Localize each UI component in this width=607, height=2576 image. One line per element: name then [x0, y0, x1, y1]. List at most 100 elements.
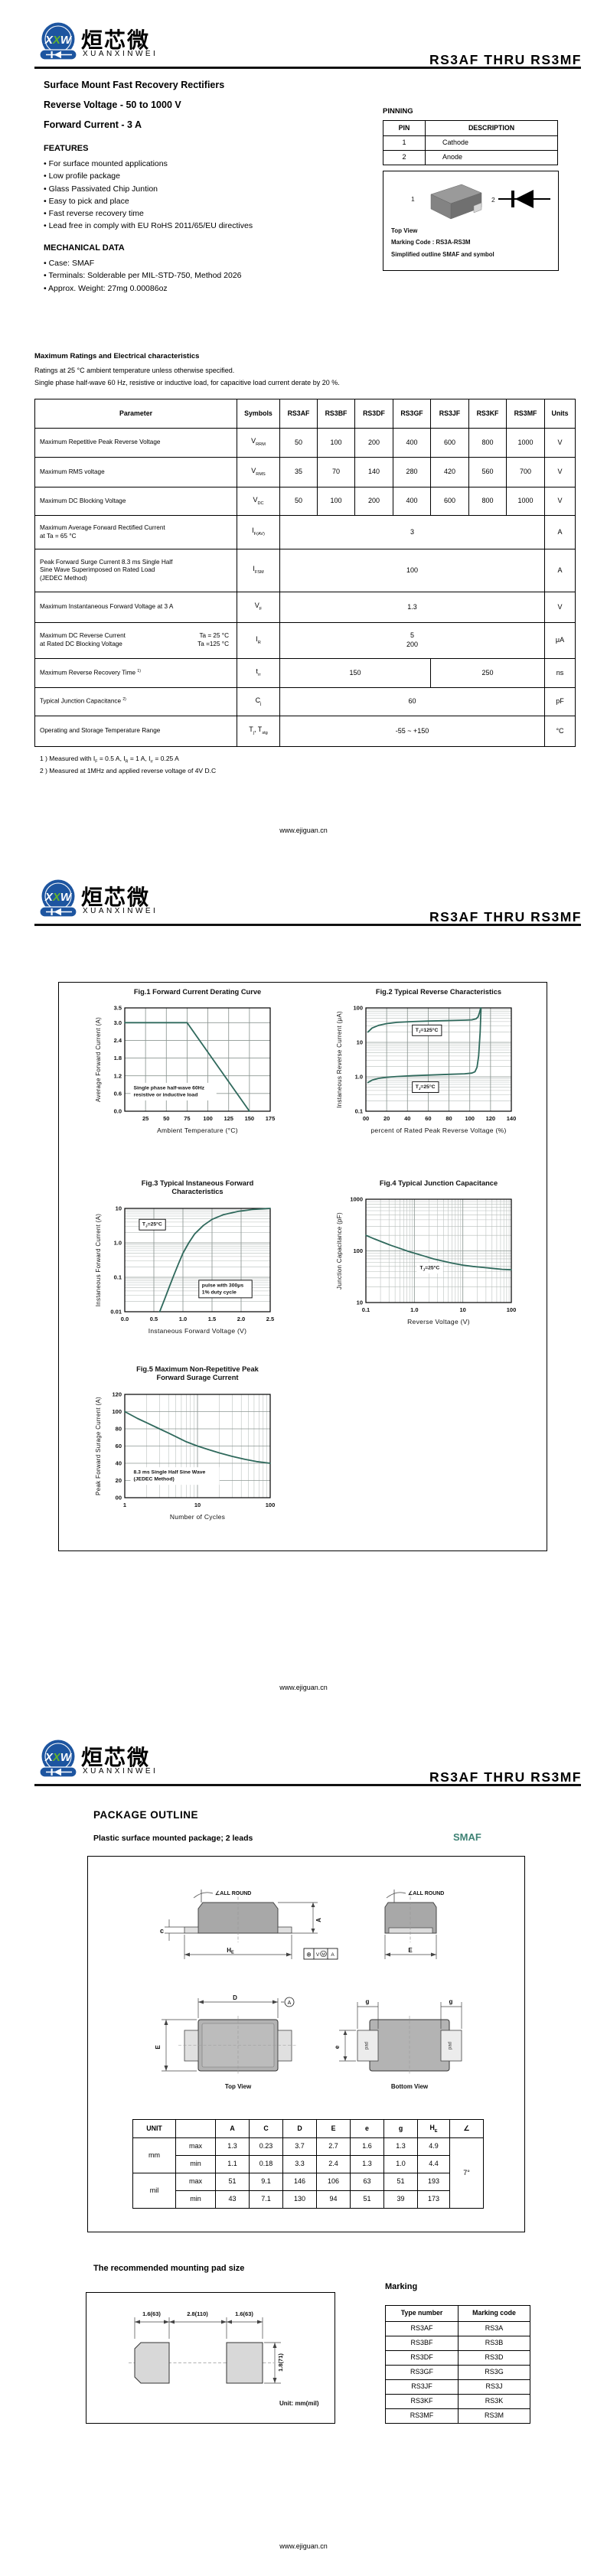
table-cell: Operating and Storage Temperature Range	[34, 716, 237, 747]
table-cell: Peak Forward Surge Current 8.3 ms Single…	[34, 549, 237, 592]
logo-xxw-text: XXW	[44, 891, 73, 904]
svg-text:60: 60	[425, 1115, 431, 1122]
package-symbol-drawing: 1 2 Top View Marking Code : RS3A-RS3M Si…	[391, 184, 550, 258]
pinning-table-grid: PIN DESCRIPTION 1 Cathode 2 Anode	[383, 120, 558, 165]
svg-text:10: 10	[116, 1205, 122, 1212]
svg-text:20: 20	[116, 1477, 122, 1484]
table-cell: RS3J	[458, 2379, 530, 2395]
table-cell: 173	[417, 2190, 450, 2209]
table-cell: Maximum DC Blocking Voltage	[34, 487, 237, 516]
svg-text:140: 140	[507, 1115, 517, 1122]
table-cell: 39	[383, 2190, 418, 2209]
table-cell: RS3KF	[385, 2394, 459, 2409]
list-item: • Easy to pick and place	[44, 196, 129, 206]
list-item: • Glass Passivated Chip Juntion	[44, 184, 158, 194]
table-cell: 100	[317, 428, 355, 458]
ratings-title: Maximum Ratings and Electrical character…	[34, 352, 200, 360]
package-name-smaf: SMAF	[453, 1831, 481, 1843]
brand-logo-icon: XXW	[39, 22, 77, 60]
table-cell: 400	[393, 428, 431, 458]
table-cell: UNIT	[132, 2119, 176, 2138]
all-round-label-side: ∠ALL ROUND	[215, 1890, 251, 1896]
svg-text:Peak Forward Surage Current (A: Peak Forward Surage Current (A)	[95, 1397, 102, 1495]
svg-text:75: 75	[184, 1115, 190, 1122]
doc-title-part-range: RS3AF THRU RS3MF	[429, 909, 582, 924]
svg-text:1.5: 1.5	[208, 1316, 216, 1322]
fig2-chart: TJ=125°C TJ=25°C 00 20 40 60 80 100 120 140 0.1 1.0…	[336, 988, 517, 1134]
doc-title-part-range: RS3AF THRU RS3MF	[429, 1769, 582, 1785]
table-cell: V	[544, 487, 576, 516]
table-cell: Tj, Tstg	[237, 716, 280, 747]
svg-text:10: 10	[194, 1502, 201, 1508]
table-cell: RS3A	[458, 2321, 530, 2336]
table-cell: 7.1	[249, 2190, 283, 2209]
svg-text:100: 100	[353, 1005, 363, 1012]
table-cell: 35	[279, 457, 318, 487]
subtitle-product: Surface Mount Fast Recovery Rectifiers	[44, 80, 225, 90]
svg-text:150: 150	[245, 1115, 255, 1122]
table-cell: 9.1	[249, 2173, 283, 2191]
list-item: • Low profile package	[44, 171, 120, 181]
table-cell: 94	[316, 2190, 351, 2209]
package-subtitle: Plastic surface mounted package; 2 leads	[93, 1834, 253, 1843]
table-cell: Units	[544, 399, 576, 429]
marking-title: Marking	[385, 2282, 418, 2291]
table-cell: 280	[393, 457, 431, 487]
table-cell: max	[175, 2137, 216, 2156]
diode-symbol-icon	[498, 190, 550, 208]
mechanical-data-title: MECHANICAL DATA	[44, 243, 125, 253]
table-cell: A	[215, 2119, 250, 2138]
svg-text:3.5: 3.5	[114, 1005, 122, 1012]
table-cell: Maximum DC Reverse Current Ta = 25 °C at R…	[34, 622, 237, 659]
svg-text:0.6: 0.6	[114, 1090, 122, 1097]
marking-table: Type number Marking code RS3AF RS3A RS3BF RS3…	[385, 2305, 530, 2424]
tol-datum-ref: A	[331, 1952, 335, 1958]
svg-text:0.0: 0.0	[121, 1316, 129, 1322]
table-cell: RS3G	[458, 2365, 530, 2380]
table-cell: μA	[544, 622, 576, 659]
table-cell: mil	[132, 2173, 176, 2209]
pkg-marking-code: Marking Code : RS3A-RS3M	[391, 239, 471, 246]
table-cell: 1.0	[383, 2155, 418, 2173]
svg-text:60: 60	[116, 1443, 122, 1449]
table-cell: RS3B	[458, 2336, 530, 2351]
table-cell: 0.23	[249, 2137, 283, 2156]
svg-text:100: 100	[203, 1115, 213, 1122]
table-cell: RS3DF	[385, 2350, 459, 2366]
table-cell: Symbols	[237, 399, 280, 429]
list-item: • Lead free in comply with EU RoHS 2011/…	[44, 221, 253, 231]
svg-text:Junction Capacitance (pF): Junction Capacitance (pF)	[336, 1212, 343, 1290]
table-cell: A	[544, 549, 576, 592]
tol-material-condition: M	[321, 1952, 325, 1957]
table-cell: 3.3	[282, 2155, 317, 2173]
list-item: • Case: SMAF	[44, 259, 95, 268]
svg-text:10: 10	[357, 1299, 363, 1306]
pad-dim-mid: 2.8(110)	[187, 2310, 208, 2317]
table-cell: RS3DF	[354, 399, 393, 429]
table-cell: RS3M	[458, 2408, 530, 2424]
svg-text:00: 00	[363, 1115, 369, 1122]
svg-text:0.5: 0.5	[150, 1316, 158, 1322]
table-cell: 51	[350, 2190, 384, 2209]
logo-diode-icon	[46, 1768, 72, 1776]
table-cell: 3.7	[282, 2137, 317, 2156]
table-cell: 1.3	[350, 2155, 384, 2173]
package-symbol-box: 1 2 Top View Marking Code : RS3A-RS3M Si…	[383, 171, 559, 271]
svg-text:10: 10	[357, 1039, 363, 1046]
table-cell: VRRM	[237, 428, 280, 458]
svg-text:1.0: 1.0	[179, 1316, 187, 1322]
table-cell: 1	[383, 135, 426, 151]
page2-footer-url: www.ejiguan.cn	[279, 1684, 328, 1691]
footnote-1: 1 ) Measured with IF = 0.5 A, IR = 1 A, …	[40, 755, 179, 765]
page3-footer-url: www.ejiguan.cn	[279, 2542, 328, 2550]
svg-text:2.4: 2.4	[114, 1037, 122, 1044]
table-cell: 5 200	[279, 622, 545, 659]
table-cell: 50	[279, 487, 318, 516]
table-cell: 560	[468, 457, 507, 487]
svg-text:Forward Surage Current: Forward Surage Current	[157, 1374, 239, 1381]
brand-chinese: 烜芯微	[81, 1746, 151, 1769]
brand-romanized: XUANXINWEI	[83, 50, 158, 58]
table-cell: 800	[468, 428, 507, 458]
doc-title-part-range: RS3AF THRU RS3MF	[429, 52, 582, 67]
